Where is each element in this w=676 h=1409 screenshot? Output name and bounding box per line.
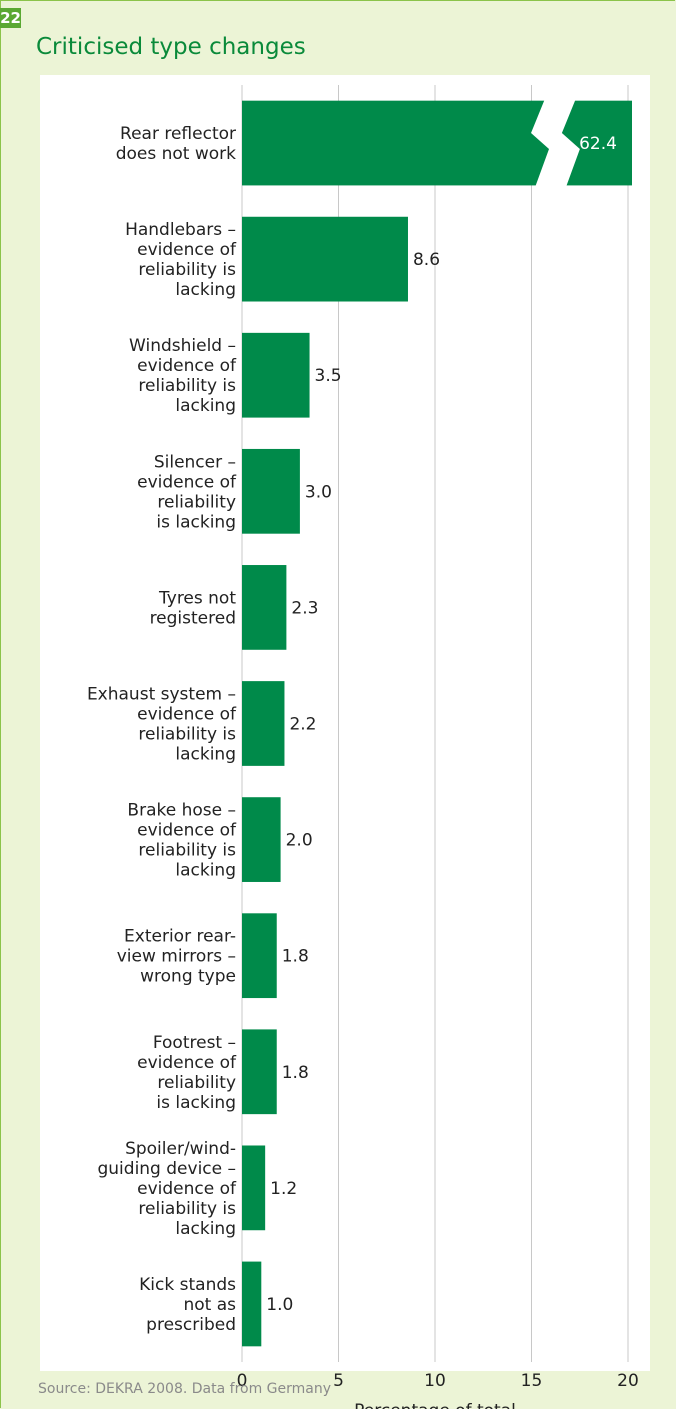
category-label: Tyres not registered: [150, 588, 237, 628]
category-label: Spoiler/wind-guiding device – evidence of…: [97, 1139, 237, 1239]
data-label: 1.8: [282, 947, 309, 967]
bar: [242, 797, 281, 882]
category-label: Exterior rear-view mirrors – wrong type: [117, 927, 236, 987]
chart-title: Criticised type changes: [36, 34, 306, 60]
data-label: 1.0: [266, 1295, 293, 1315]
data-label: 8.6: [413, 250, 440, 270]
figure-number-badge: 22: [0, 8, 21, 28]
bar: [242, 448, 300, 534]
category-label: Kick stands not as prescribed: [139, 1275, 236, 1335]
x-axis-label: Percentage of total: [354, 1401, 516, 1409]
x-tick-label: 10: [424, 1371, 446, 1391]
bar: [242, 332, 310, 418]
category-label: Brake hose – evidence of reliability is lac…: [127, 801, 237, 881]
bar: [242, 216, 408, 302]
data-label: 2.0: [286, 831, 313, 851]
x-tick-label: 20: [617, 1371, 639, 1391]
data-label: 3.5: [315, 366, 342, 386]
x-tick-label: 15: [521, 1371, 543, 1391]
category-label: Footrest – evidence of reliability is lacki…: [137, 1033, 237, 1113]
data-label: 2.3: [291, 598, 318, 618]
data-label: 3.0: [305, 482, 332, 502]
category-label: Exhaust system – evidence of reliability i…: [87, 685, 237, 765]
data-label: 2.2: [289, 715, 316, 735]
x-tick-label: 5: [333, 1371, 344, 1391]
category-label: Silencer – evidence of reliability is lacki…: [137, 452, 237, 532]
category-label: Handlebars – evidence of reliability is lac…: [125, 220, 237, 300]
x-tick-label: 0: [237, 1371, 248, 1391]
data-label: 1.8: [282, 1063, 309, 1083]
bar: [242, 681, 285, 766]
bar: [242, 1261, 262, 1347]
bar: [242, 1029, 277, 1115]
category-label: Windshield – evidence of reliability is lac…: [129, 336, 237, 416]
data-label: 62.4: [579, 134, 617, 154]
bar: [242, 1145, 266, 1231]
source-note: Source: DEKRA 2008. Data from Germany: [38, 1381, 332, 1397]
category-label: Rear reflector does not work: [116, 124, 236, 164]
data-label: 1.2: [270, 1179, 297, 1199]
bar: [242, 565, 287, 650]
bar: [242, 913, 277, 999]
axis-break-marker: [531, 98, 580, 188]
bar: [242, 100, 632, 186]
